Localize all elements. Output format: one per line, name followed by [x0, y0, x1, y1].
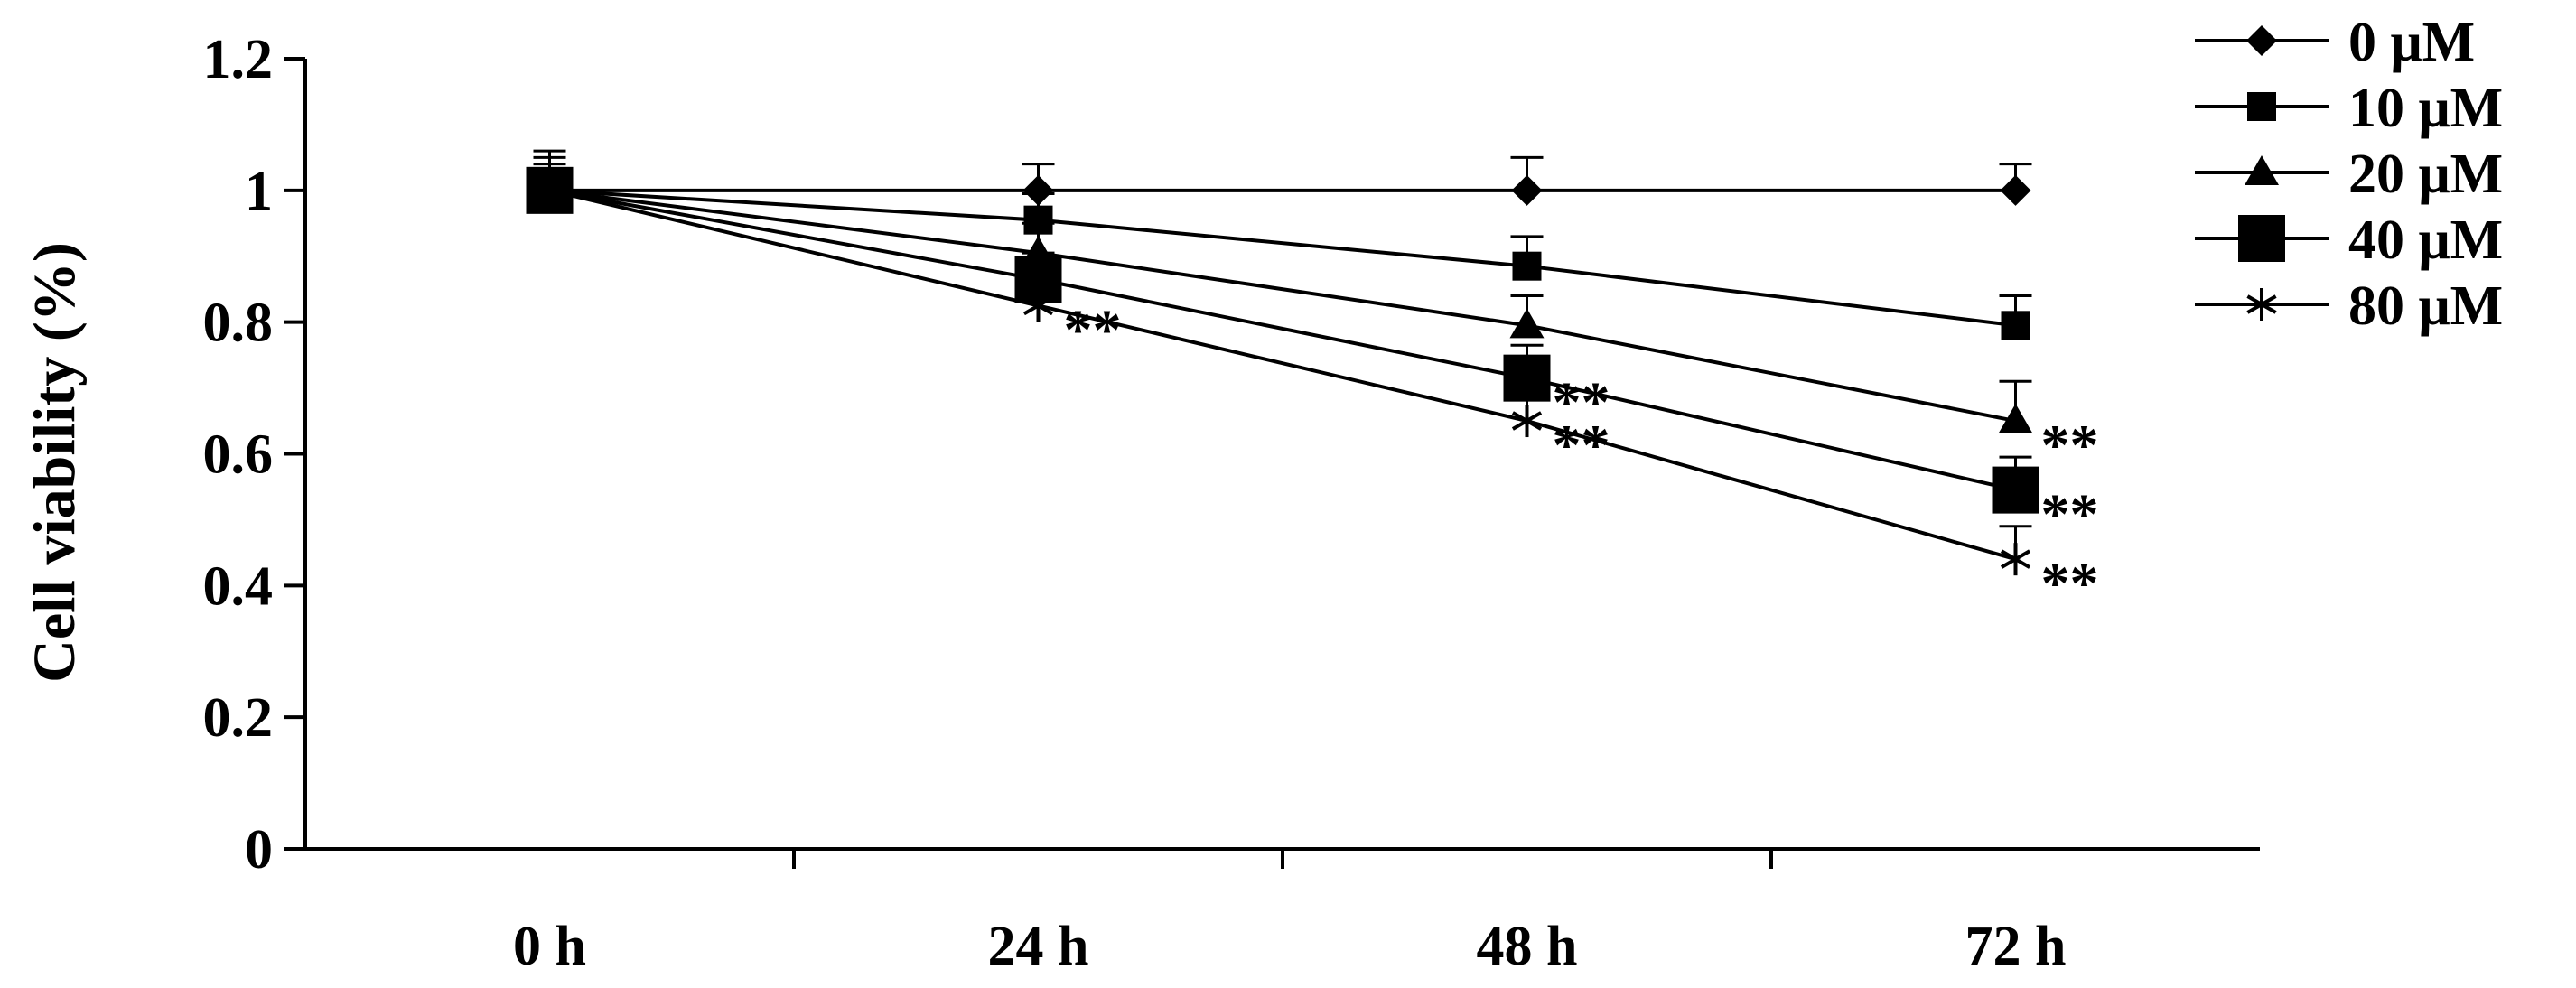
legend-item: 0 μM — [2195, 12, 2475, 73]
significance-label: ** — [1553, 370, 1610, 434]
y-tick-label: 1 — [245, 161, 273, 222]
data-point-marker — [1998, 404, 2033, 434]
y-tick-label: 0.8 — [203, 293, 274, 354]
legend-label: 0 μM — [2348, 12, 2475, 73]
significance-label: ** — [2041, 413, 2099, 477]
y-tick-label: 0 — [245, 819, 273, 881]
series-20-uM: ** — [532, 163, 2099, 477]
data-point-marker — [2000, 174, 2031, 206]
data-point-marker — [1022, 174, 1054, 206]
legend-item: 20 μM — [2195, 144, 2503, 205]
data-point-marker — [2246, 25, 2277, 56]
data-point-marker — [1509, 308, 1545, 339]
series-0-uM — [533, 149, 2032, 206]
significance-label: ** — [2041, 482, 2099, 546]
legend-item: 10 μM — [2195, 78, 2503, 139]
data-point-marker — [534, 173, 565, 207]
x-tick-label: 0 h — [513, 916, 586, 977]
series-line — [549, 188, 2017, 562]
data-point-marker — [1992, 466, 2039, 514]
data-point-marker — [2247, 92, 2276, 121]
y-tick-label: 0.2 — [203, 687, 274, 749]
legend-label: 20 μM — [2348, 144, 2503, 205]
x-tick-label: 24 h — [988, 916, 1089, 977]
y-axis-ticks: 0 0.2 0.4 0.6 0.8 1 1.2 — [203, 29, 305, 881]
y-tick-label: 1.2 — [203, 29, 274, 90]
data-point-marker — [2238, 215, 2285, 262]
x-tick-label: 72 h — [1965, 916, 2067, 977]
series-80-uM: ****** — [533, 169, 2099, 615]
plot-area: ************ — [526, 149, 2099, 615]
data-point-marker — [2246, 288, 2277, 321]
data-point-marker — [1511, 405, 1543, 438]
legend-item: 40 μM — [2195, 210, 2503, 271]
legend-label: 40 μM — [2348, 210, 2503, 271]
series-line — [549, 188, 2016, 328]
x-tick-label: 48 h — [1477, 916, 1578, 977]
data-point-marker — [1022, 289, 1054, 322]
legend-item: 80 μM — [2195, 275, 2503, 337]
significance-label: ** — [2041, 551, 2099, 615]
series-40-uM: **** — [526, 166, 2099, 546]
data-point-marker — [2001, 311, 2030, 340]
axes — [303, 59, 2260, 851]
series-10-uM — [533, 155, 2032, 340]
x-axis-ticks: 0 h 24 h 48 h 72 h — [513, 849, 2066, 977]
significance-label: ** — [1553, 413, 1610, 477]
data-point-marker — [1511, 174, 1543, 206]
data-point-marker — [2000, 543, 2031, 576]
legend-label: 80 μM — [2348, 275, 2503, 337]
series-line — [549, 188, 2016, 424]
series-line — [549, 188, 2016, 492]
data-point-marker — [1512, 251, 1542, 281]
y-tick-label: 0.6 — [203, 424, 274, 486]
significance-label: ** — [1064, 297, 1122, 361]
data-point-marker — [2245, 155, 2279, 185]
y-tick-label: 0.4 — [203, 555, 274, 617]
y-axis-label: Cell viability (%) — [22, 242, 88, 683]
legend-label: 10 μM — [2348, 78, 2503, 139]
